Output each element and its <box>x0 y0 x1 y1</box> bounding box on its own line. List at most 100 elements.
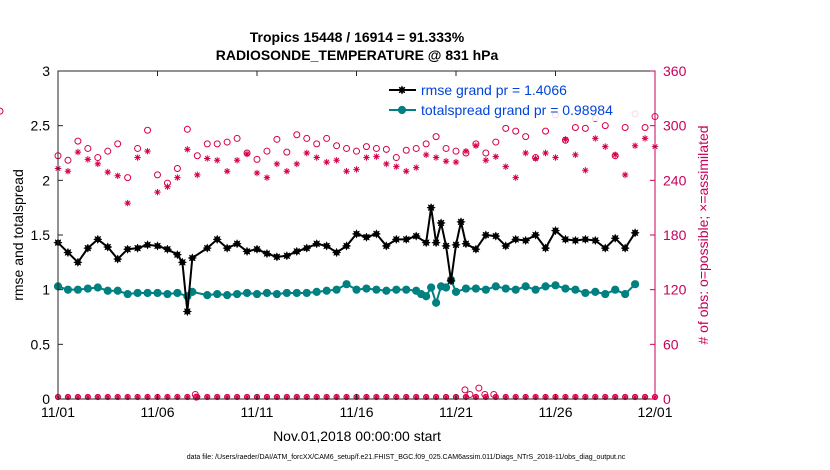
totalspread-point <box>581 288 590 298</box>
obs-possible-point <box>213 140 221 148</box>
obs-baseline-point <box>135 394 141 400</box>
obs-possible-point <box>84 144 92 152</box>
obs-assimilated-point <box>64 168 72 175</box>
obs-assimilated-point <box>74 148 82 156</box>
x-tick-label: 11/16 <box>340 404 374 420</box>
obs-baseline-point <box>343 394 350 400</box>
rmse-point <box>301 243 312 253</box>
obs-assimilated-point <box>283 168 291 175</box>
obs-assimilated-point <box>641 135 649 142</box>
obs-baseline-point <box>443 394 449 400</box>
totalspread-point <box>511 285 520 294</box>
obs-possible-point <box>362 143 370 151</box>
obs-possible-point <box>502 124 510 132</box>
totalspread-point <box>631 280 640 289</box>
obs-baseline-point <box>562 394 569 400</box>
rmse-point <box>152 241 163 251</box>
legend: rmse grand pr = 1.4066 totalspread grand… <box>386 79 647 121</box>
obs-possible-point <box>124 174 132 182</box>
obs-baseline-point <box>65 394 71 400</box>
legend-box <box>386 79 647 121</box>
totalspread-point <box>491 282 500 291</box>
rmse-point <box>550 225 561 236</box>
obs-possible-point <box>492 138 500 146</box>
legend-spread-dot <box>397 105 407 115</box>
obs-assimilated-point <box>373 153 380 160</box>
rmse-point <box>187 253 198 263</box>
rmse-point <box>92 234 103 245</box>
obs-baseline-point <box>602 394 608 400</box>
obs-baseline-point <box>463 394 469 400</box>
obs-assimilated-point <box>413 164 420 171</box>
x-tick-label: 11/21 <box>439 404 473 420</box>
obs-possible-point <box>64 156 72 164</box>
obs-baseline-point <box>314 394 320 400</box>
obs-assimilated-point <box>243 150 251 158</box>
rmse-point <box>361 232 372 243</box>
obs-baseline-point <box>632 394 638 400</box>
obs-baseline-point <box>533 394 539 400</box>
obs-possible-point <box>134 144 142 152</box>
obs-possible-point <box>233 134 241 142</box>
obs-baseline-point <box>125 394 131 400</box>
rmse-point <box>411 231 422 241</box>
obs-baseline-point <box>403 394 409 400</box>
obs-assimilated-point <box>422 151 430 159</box>
obs-baseline-point <box>244 394 250 400</box>
totalspread-point <box>173 288 182 298</box>
obs-assimilated-point <box>184 146 191 153</box>
obs-possible-point <box>203 140 211 148</box>
obs-baseline-point <box>572 394 578 400</box>
totalspread-point <box>342 280 351 289</box>
obs-assimilated-point <box>164 183 171 190</box>
totalspread-point <box>531 285 540 294</box>
obs-assimilated-point <box>363 154 370 161</box>
obs-possible-point <box>571 123 579 131</box>
obs-baseline-point <box>174 394 180 400</box>
rmse-point <box>481 230 491 240</box>
obs-assimilated-point <box>482 157 490 164</box>
obs-possible-point <box>372 144 380 152</box>
y-axis-right: 0 60 120 180 240 300 360 <box>650 63 687 407</box>
totalspread-point <box>103 286 112 295</box>
obs-possible-point <box>343 144 351 152</box>
obs-assimilated-point <box>512 174 519 181</box>
obs-possible-point <box>522 133 530 141</box>
y2-tick-label: 60 <box>663 336 679 352</box>
obs-possible-point <box>104 147 112 155</box>
totalspread-point <box>93 283 102 292</box>
y-axis-right-label: # of obs: o=possible; ×=assimilated <box>695 125 711 344</box>
obs-assimilated-point <box>621 171 629 179</box>
totalspread-point <box>332 285 341 294</box>
totalspread-point <box>73 285 83 294</box>
y2-tick-label: 360 <box>663 63 687 79</box>
rmse-point <box>177 257 188 268</box>
obs-baseline-point <box>192 393 200 401</box>
obs-assimilated-point <box>452 158 460 166</box>
obs-possible-point <box>333 142 341 150</box>
plot-marks <box>0 107 659 401</box>
rmse-point <box>560 234 571 245</box>
totalspread-point <box>432 298 441 307</box>
obs-possible-point <box>193 152 201 160</box>
y2-tick-label: 180 <box>663 227 687 243</box>
totalspread-point <box>422 292 431 301</box>
obs-assimilated-point <box>104 168 111 176</box>
obs-possible-point <box>223 138 231 146</box>
obs-baseline-point <box>466 390 474 398</box>
rmse-point <box>530 230 541 240</box>
x-tick-label: 11/06 <box>141 404 175 420</box>
obs-baseline-point <box>473 394 479 400</box>
obs-assimilated-point <box>194 171 201 179</box>
totalspread-point <box>133 288 142 298</box>
footnote: data file: /Users/raeder/DAI/ATM_forcXX/… <box>187 454 626 461</box>
obs-possible-point <box>0 107 4 115</box>
obs-possible-point <box>392 154 400 162</box>
rmse-series <box>53 202 640 317</box>
totalspread-point <box>392 285 401 294</box>
obs-possible-point <box>452 147 460 155</box>
rmse-point <box>142 240 153 250</box>
obs-possible-point <box>512 127 520 135</box>
obs-baseline-point <box>224 394 230 400</box>
obs-assimilated-point <box>114 172 121 179</box>
